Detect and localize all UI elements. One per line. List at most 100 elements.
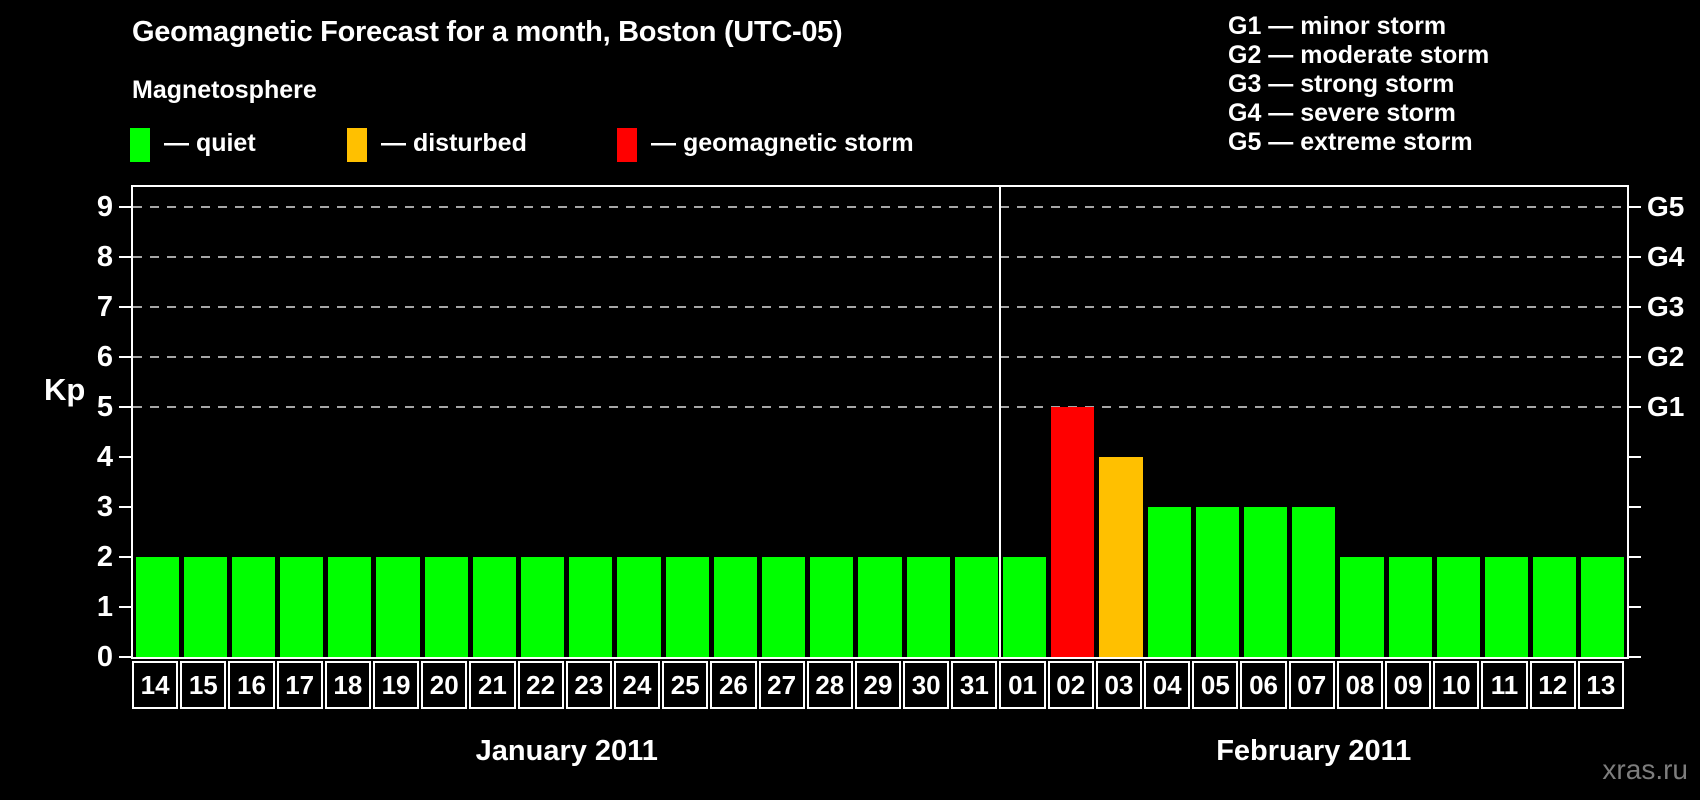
y-tick-right [1629,506,1641,508]
day-label: 02 [1047,661,1094,709]
y-tick-right [1629,406,1641,408]
day-label: 08 [1336,661,1384,709]
y-tick-label: 6 [96,341,113,373]
y-tick-label: 8 [96,241,113,273]
kp-bar-january-27 [762,557,806,657]
day-label: 15 [180,661,227,709]
day-label: 12 [1529,661,1576,709]
kp-bar-january-25 [665,557,709,657]
kp-bar-january-17 [280,557,324,657]
y-tick-right [1629,556,1641,558]
kp-bar-february-12 [1533,557,1577,657]
gridline-kp-8 [133,256,1627,258]
y-tick-left [119,506,131,508]
kp-bar-february-13 [1581,557,1625,657]
y-tick-left [119,656,131,658]
disturbed-swatch [347,128,367,162]
day-label: 29 [854,661,902,709]
gridline-kp-7 [133,306,1627,308]
day-label: 06 [1240,661,1287,709]
day-label: 19 [372,661,420,709]
y-tick-right [1629,656,1641,658]
right-axis-label-g4: G4 [1647,241,1685,272]
watermark: xras.ru [1602,754,1688,785]
day-label: 13 [1577,661,1624,709]
month-separator-line [999,187,1002,657]
y-tick-label: 4 [96,441,113,473]
kp-bar-january-22 [521,557,565,657]
kp-bar-february-03 [1099,457,1143,657]
y-tick-left [119,306,131,308]
day-label: 25 [662,661,709,709]
day-label: 26 [710,661,757,709]
kp-bar-february-01 [1002,557,1047,657]
kp-bar-february-06 [1243,507,1288,657]
y-tick-right [1629,356,1641,358]
plot-area: 0 1 2 3 4 5 6 7 8 9 G1 G2 G3 G4 G5 [97,185,1684,673]
magnetosphere-legend-heading: Magnetosphere [132,76,317,104]
storm-scale-legend-line: G2 — moderate storm [1228,41,1490,69]
y-tick-left [119,356,131,358]
y-tick-label: 7 [96,291,113,323]
day-label: 27 [758,661,805,709]
day-label: 07 [1288,661,1335,709]
kp-bar-january-28 [810,557,854,657]
legend-item-label: — disturbed [381,129,527,157]
page-title: Geomagnetic Forecast for a month, Boston… [132,16,843,48]
day-label: 10 [1433,661,1480,709]
kp-bar-january-21 [472,557,517,657]
kp-bar-january-14 [135,557,179,657]
kp-bar-february-09 [1388,557,1432,657]
day-label: 09 [1385,661,1432,709]
day-label: 14 [132,661,179,709]
day-label: 28 [806,661,853,709]
kp-bar-january-31 [954,557,998,657]
kp-bar-february-08 [1340,557,1384,657]
day-label: 01 [999,661,1046,709]
y-tick-label: 3 [96,491,113,523]
right-axis-label-g5: G5 [1647,191,1685,222]
kp-bar-january-18 [328,557,372,657]
kp-bar-february-02 [1051,407,1095,657]
y-tick-left [119,206,131,208]
day-label: 21 [469,661,516,709]
y-tick-label: 5 [96,391,113,423]
y-tick-right [1629,306,1641,308]
kp-bar-february-10 [1436,557,1480,657]
day-label: 05 [1192,661,1239,709]
kp-bar-february-04 [1147,507,1191,657]
storm-scale-legend-line: G4 — severe storm [1228,99,1456,127]
day-label: 18 [324,661,371,709]
day-label: 16 [228,661,275,709]
y-tick-left [119,406,131,408]
kp-bar-february-11 [1484,557,1529,657]
legend-item-label: — quiet [164,129,256,157]
y-tick-left [119,256,131,258]
y-tick-right [1629,206,1641,208]
storm-scale-legend-line: G3 — strong storm [1228,70,1455,98]
day-label: 20 [421,661,468,709]
day-label: 22 [517,661,564,709]
day-label: 11 [1481,661,1528,709]
legend-item-label: — geomagnetic storm [651,129,914,157]
day-label: 23 [565,661,612,709]
storm-scale-legend: G1 — minor storm G2 — moderate storm G3 — … [1228,12,1489,157]
kp-bar-january-20 [424,557,468,657]
kp-bar-january-23 [569,557,613,657]
kp-bar-january-15 [183,557,227,657]
month-label: January 2011 [475,735,658,767]
right-axis-label-g2: G2 [1647,341,1685,372]
storm-scale-legend-line: G1 — minor storm [1228,12,1447,40]
y-tick-label: 0 [96,641,113,673]
y-tick-label: 2 [96,541,113,573]
quiet-swatch [130,128,150,162]
y-tick-left [119,456,131,458]
kp-bar-february-07 [1292,507,1336,657]
right-axis-label-g3: G3 [1647,291,1685,322]
y-tick-label: 9 [96,191,113,223]
month-label: February 2011 [1216,735,1412,767]
y-tick-right [1629,256,1641,258]
gridline-kp-9 [133,206,1627,208]
kp-bar-january-26 [713,557,757,657]
